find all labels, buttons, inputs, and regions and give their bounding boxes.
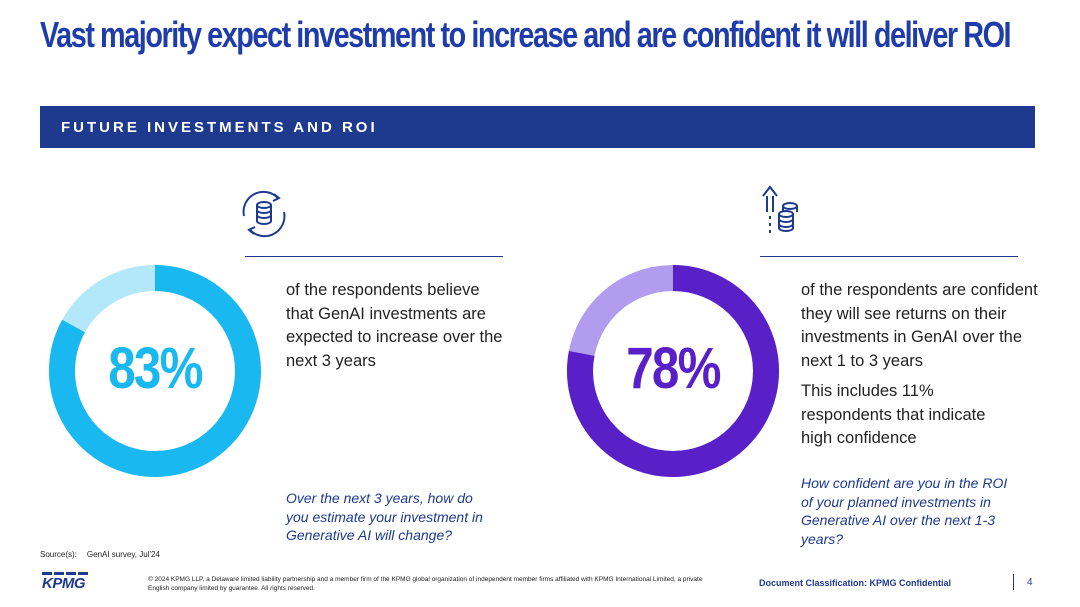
right-divider xyxy=(760,256,1018,257)
slide-title: Vast majority expect investment to incre… xyxy=(40,14,1012,55)
left-donut-chart xyxy=(49,265,261,477)
kpmg-logo: KPMG xyxy=(42,575,86,592)
document-classification: Document Classification: KPMG Confidenti… xyxy=(759,578,952,588)
left-percentage: 83% xyxy=(108,336,203,401)
source-value: GenAI survey, Jul'24 xyxy=(86,550,160,559)
growth-coins-icon xyxy=(762,185,798,233)
left-divider xyxy=(245,256,503,257)
section-banner-label: FUTURE INVESTMENTS AND ROI xyxy=(61,118,378,136)
coins-cycle-icon xyxy=(242,190,286,238)
left-description: of the respondents believe that GenAI in… xyxy=(286,281,503,370)
section-banner: FUTURE INVESTMENTS AND ROI xyxy=(40,106,1035,148)
source-note: Source(s): GenAI survey, Jul'24 xyxy=(40,550,160,559)
page-number: 4 xyxy=(1027,577,1033,588)
footer-divider xyxy=(1013,574,1014,590)
left-donut-arc xyxy=(49,265,261,477)
right-percentage: 78% xyxy=(626,336,721,401)
right-donut-chart xyxy=(567,265,779,477)
right-donut-arc xyxy=(567,265,779,477)
left-question: Over the next 3 years, how do you estima… xyxy=(286,490,483,543)
right-note: This includes 11% respondents that indic… xyxy=(801,382,986,447)
right-description: of the respondents are confident they wi… xyxy=(801,281,1038,370)
right-question: How confident are you in the ROI of your… xyxy=(801,475,1008,547)
copyright-notice: © 2024 KPMG LLP, a Delaware limited liab… xyxy=(148,576,703,592)
kpmg-logo-bars xyxy=(42,572,88,575)
source-label: Source(s): xyxy=(40,550,77,559)
